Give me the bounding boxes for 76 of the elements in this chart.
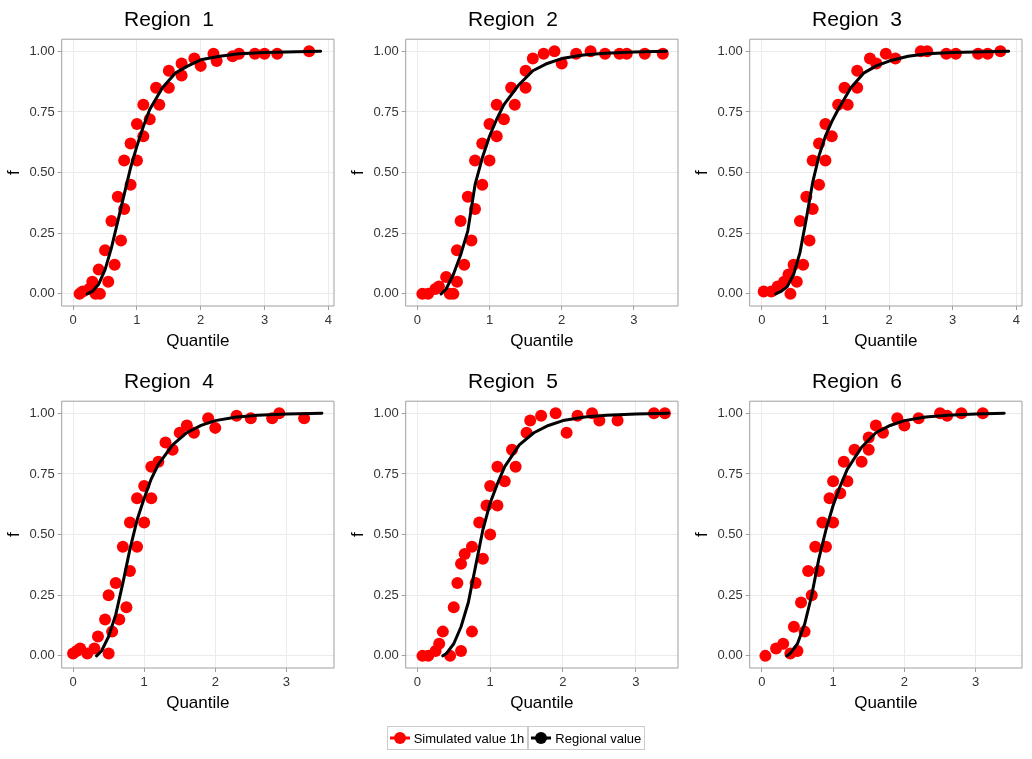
x-axis-title: Quantile bbox=[166, 693, 230, 713]
y-tick-label: 0.50 bbox=[373, 526, 399, 542]
x-tick-label: 0 bbox=[758, 674, 766, 690]
x-tick-label: 0 bbox=[69, 674, 77, 690]
chart-title: Region 4 bbox=[124, 369, 215, 393]
y-tick-label: 0.00 bbox=[373, 647, 399, 663]
chart-title: Region 5 bbox=[468, 369, 558, 393]
legend-label: Regional value bbox=[555, 730, 642, 746]
x-tick-label: 3 bbox=[282, 674, 290, 690]
y-tick-label: 0.75 bbox=[373, 465, 399, 481]
x-axis-title: Quantile bbox=[854, 693, 918, 713]
x-tick-label: 3 bbox=[260, 312, 269, 328]
x-tick-label: 0 bbox=[413, 674, 421, 690]
y-axis-title: f bbox=[347, 169, 367, 175]
y-tick-label: 0.00 bbox=[717, 285, 743, 301]
y-tick-label: 0.75 bbox=[717, 103, 743, 119]
x-tick-label: 3 bbox=[630, 312, 638, 328]
y-tick-label: 1.00 bbox=[717, 404, 743, 420]
y-tick-label: 0.00 bbox=[29, 285, 55, 301]
x-axis-title: Quantile bbox=[854, 331, 918, 351]
y-tick-label: 0.50 bbox=[373, 164, 399, 180]
x-tick-label: 1 bbox=[821, 312, 830, 328]
y-tick-label: 0.25 bbox=[373, 224, 399, 240]
x-tick-label: 0 bbox=[758, 312, 766, 328]
chart-title: Region 2 bbox=[468, 7, 558, 31]
y-tick-label: 0.75 bbox=[373, 103, 399, 119]
chart-title: Region 3 bbox=[812, 7, 902, 31]
x-axis-title: Quantile bbox=[510, 693, 574, 713]
x-tick-label: 4 bbox=[1012, 312, 1020, 328]
x-tick-label: 1 bbox=[133, 312, 141, 328]
y-tick-label: 0.25 bbox=[29, 586, 55, 602]
x-axis-title: Quantile bbox=[510, 331, 574, 351]
y-tick-label: 0.25 bbox=[373, 586, 399, 602]
legend-label: Simulated value 1h bbox=[413, 730, 525, 746]
x-tick-label: 3 bbox=[632, 674, 640, 690]
x-tick-label: 2 bbox=[885, 312, 893, 328]
x-tick-label: 1 bbox=[140, 674, 148, 690]
y-tick-label: 0.75 bbox=[717, 465, 743, 481]
y-tick-label: 0.25 bbox=[29, 224, 55, 240]
y-tick-label: 1.00 bbox=[29, 404, 55, 420]
x-tick-label: 2 bbox=[558, 312, 566, 328]
x-tick-label: 3 bbox=[949, 312, 957, 328]
y-tick-label: 1.00 bbox=[29, 42, 55, 58]
x-tick-label: 2 bbox=[197, 312, 205, 328]
x-tick-label: 3 bbox=[972, 674, 980, 690]
chart-title: Region 6 bbox=[812, 369, 902, 393]
y-axis-title: f bbox=[691, 531, 711, 537]
y-tick-label: 0.00 bbox=[373, 285, 399, 301]
x-tick-label: 1 bbox=[486, 674, 494, 690]
y-tick-label: 0.50 bbox=[717, 526, 743, 542]
y-tick-label: 0.50 bbox=[717, 164, 743, 180]
y-tick-label: 0.75 bbox=[29, 103, 55, 119]
x-tick-label: 0 bbox=[413, 312, 421, 328]
y-tick-label: 1.00 bbox=[373, 42, 399, 58]
y-tick-label: 0.50 bbox=[29, 164, 55, 180]
y-axis-title: f bbox=[3, 531, 23, 537]
y-tick-label: 1.00 bbox=[717, 42, 743, 58]
y-tick-label: 1.00 bbox=[373, 404, 399, 420]
x-tick-label: 2 bbox=[900, 674, 908, 690]
x-tick-label: 2 bbox=[559, 674, 567, 690]
y-tick-label: 0.00 bbox=[717, 647, 743, 663]
x-tick-label: 4 bbox=[324, 312, 332, 328]
y-axis-title: f bbox=[691, 169, 711, 175]
y-axis-title: f bbox=[3, 169, 23, 175]
chart-title: Region 1 bbox=[124, 7, 214, 31]
x-tick-label: 2 bbox=[211, 674, 219, 690]
x-tick-label: 0 bbox=[69, 312, 77, 328]
y-axis-title: f bbox=[347, 531, 367, 537]
x-tick-label: 1 bbox=[829, 674, 837, 690]
x-tick-label: 1 bbox=[485, 312, 494, 328]
y-tick-label: 0.00 bbox=[29, 647, 55, 663]
y-tick-label: 0.25 bbox=[717, 586, 743, 602]
y-tick-label: 0.25 bbox=[717, 224, 743, 240]
y-tick-label: 0.50 bbox=[29, 526, 55, 542]
y-tick-label: 0.75 bbox=[29, 465, 55, 481]
x-axis-title: Quantile bbox=[166, 331, 230, 351]
